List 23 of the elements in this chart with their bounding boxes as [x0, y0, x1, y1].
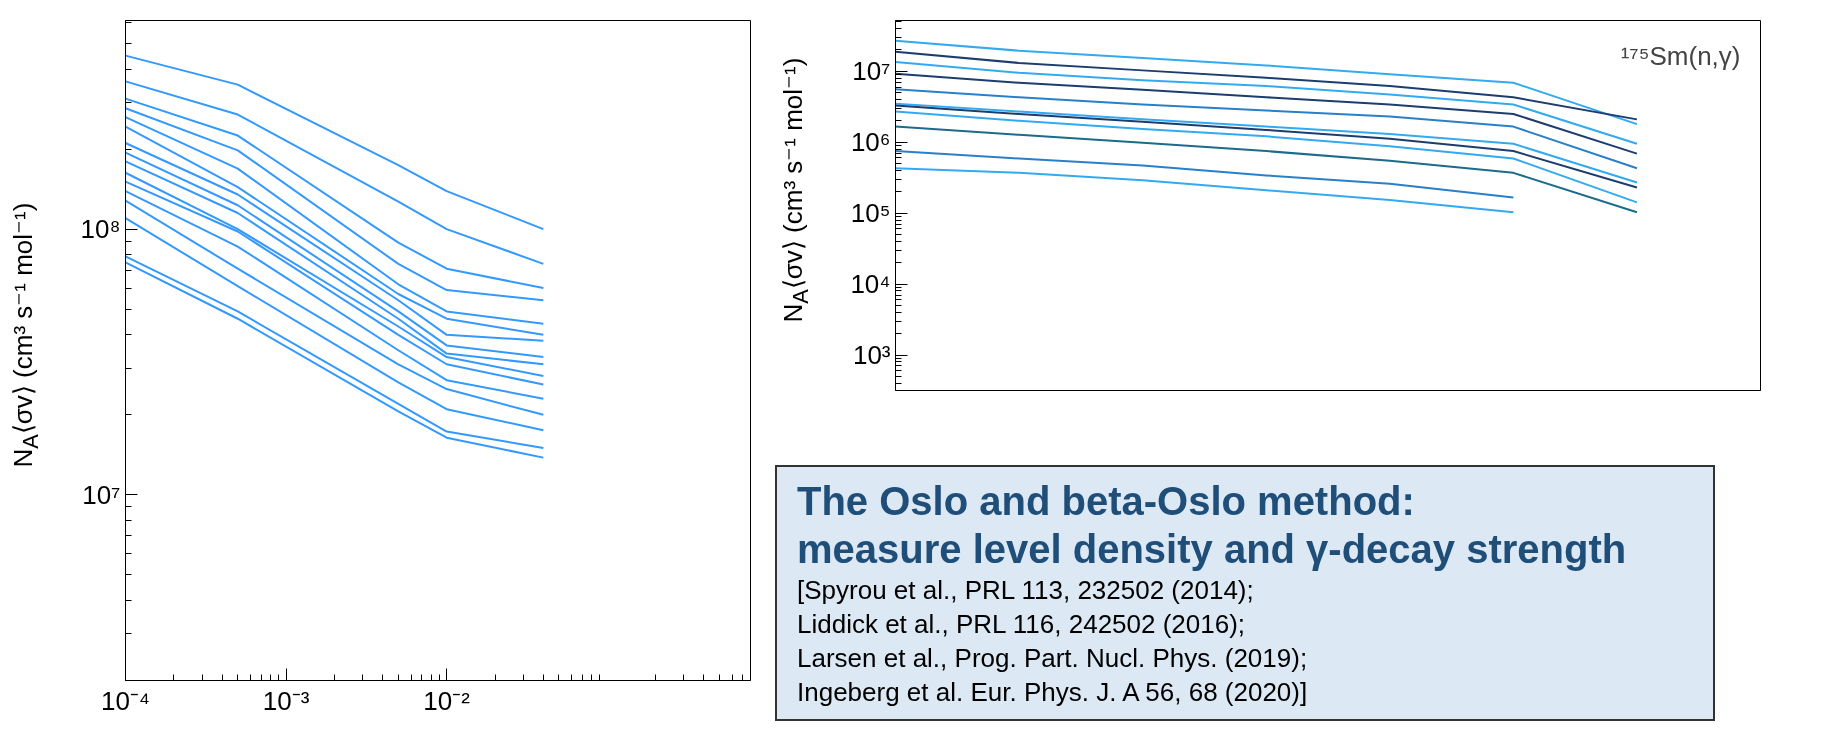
y-tick-label: 10³	[852, 340, 891, 371]
y-tick-label: 10⁵	[850, 198, 891, 229]
x-tick-label: 10⁻²	[423, 685, 471, 716]
x-tick-label: 10⁻⁴	[100, 685, 151, 716]
y-tick-label: 10⁸	[80, 214, 121, 245]
text: Larsen et al., Prog. Part. Nucl. Phys. (2019);	[797, 642, 1309, 675]
line-series	[895, 125, 1638, 214]
y-tick-label: 10⁷	[852, 56, 891, 87]
text: The Oslo and beta-Oslo method:	[797, 478, 1416, 525]
text: measure level density and γ-decay strength	[797, 526, 1628, 573]
line-series	[895, 150, 1515, 199]
text: Ingeberg et al. Eur. Phys. J. A 56, 68 (2020)]	[797, 676, 1309, 709]
text: [Spyrou et al., PRL 113, 232502 (2014);	[797, 574, 1255, 607]
x-tick-label: 10⁻³	[262, 685, 310, 716]
line-series	[895, 88, 1638, 170]
text: Liddick et al., PRL 116, 242502 (2016);	[797, 608, 1247, 641]
y-tick-label: 10⁴	[850, 269, 891, 300]
y-tick-label: 10⁷	[82, 479, 121, 510]
line-series	[895, 72, 1638, 155]
line-series	[895, 110, 1638, 204]
y-tick-label: 10⁶	[850, 127, 891, 158]
line-series	[895, 167, 1515, 214]
annotation: ¹⁷⁵Sm(n,γ)	[1620, 40, 1741, 71]
